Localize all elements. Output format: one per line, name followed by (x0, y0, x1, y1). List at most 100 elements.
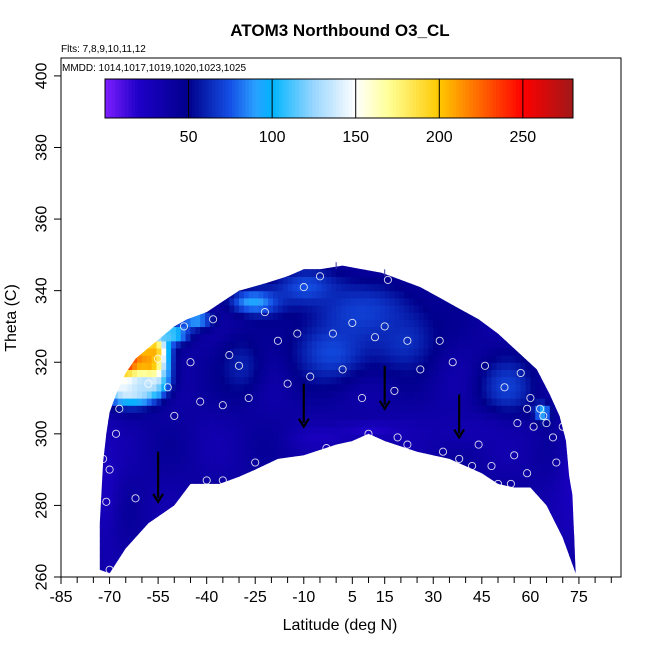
ozone-cell (414, 255, 419, 263)
ozone-cell (355, 304, 362, 313)
ozone-cell (389, 333, 396, 342)
ozone-cell (399, 398, 405, 406)
ozone-cell (428, 440, 434, 449)
ozone-cell (447, 283, 454, 292)
ozone-cell (438, 412, 444, 421)
ozone-cell (93, 434, 98, 442)
ozone-cell (491, 512, 497, 521)
ozone-cell (297, 483, 303, 492)
colorbar-step (489, 79, 494, 118)
ozone-cell (205, 333, 211, 342)
ozone-cell (229, 562, 235, 571)
colorbar-step (165, 79, 170, 118)
colorbar-step (402, 79, 407, 118)
ozone-cell (350, 426, 357, 435)
ozone-cell (273, 469, 279, 478)
ozone-cell (190, 383, 196, 392)
ozone-cell (151, 526, 158, 535)
ozone-cell (161, 312, 167, 320)
colorbar-step (151, 79, 156, 118)
ozone-cell (137, 448, 143, 456)
colorbar-step (539, 79, 544, 118)
ozone-cell (326, 347, 332, 356)
ozone-cell (506, 265, 512, 270)
ozone-cell (127, 340, 133, 349)
ozone-cell (559, 297, 565, 306)
ozone-cell (564, 333, 570, 342)
ozone-cell (549, 290, 556, 299)
ozone-cell (326, 491, 332, 499)
ozone-cell (472, 577, 477, 585)
ozone-cell (107, 390, 114, 399)
ozone-cell (287, 555, 294, 564)
ozone-cell (452, 469, 459, 478)
ozone-cell (234, 562, 240, 571)
ozone-cell (462, 512, 468, 521)
ozone-cell (282, 440, 289, 449)
ozone-cell (287, 304, 294, 313)
ozone-cell (282, 476, 289, 485)
ozone-cell (234, 255, 239, 263)
ozone-cell (569, 362, 575, 370)
ozone-cell (99, 448, 104, 456)
ozone-cell (457, 383, 463, 392)
ozone-cell (540, 577, 545, 585)
ozone-cell (209, 369, 216, 378)
ozone-cell (277, 283, 284, 292)
ozone-cell (515, 555, 522, 564)
ozone-cell (122, 269, 128, 277)
ozone-cell (442, 265, 449, 270)
ozone-cell (287, 347, 294, 356)
ozone-cell (408, 519, 415, 528)
ozone-cell (515, 526, 522, 535)
ozone-cell (549, 548, 556, 557)
ozone-cell (442, 362, 449, 370)
ozone-cell (423, 297, 429, 306)
ozone-cell (239, 369, 245, 378)
observation-points (99, 262, 574, 578)
ozone-cell (486, 498, 493, 507)
ozone-cell (316, 512, 323, 521)
ozone-cell (321, 548, 328, 557)
ozone-cell (525, 276, 531, 285)
ozone-cell (248, 265, 255, 270)
ozone-cell (350, 276, 357, 285)
ozone-cell (171, 498, 177, 507)
ozone-cell (492, 577, 497, 585)
ozone-cell (476, 519, 483, 528)
ozone-cell (253, 505, 260, 514)
ozone-cell (457, 483, 463, 492)
ozone-cell (214, 376, 221, 385)
ozone-cell (476, 569, 483, 574)
ozone-cell (384, 505, 391, 514)
ozone-cell (515, 398, 522, 406)
ozone-cell (515, 426, 522, 435)
ozone-cell (462, 426, 468, 435)
ozone-cell (307, 469, 313, 478)
ozone-cell (481, 440, 488, 449)
ozone-cell (156, 562, 162, 571)
ozone-cell (209, 541, 216, 549)
ozone-cell (166, 405, 172, 413)
ozone-cell (399, 390, 405, 399)
ozone-cell (559, 534, 565, 542)
ozone-cell (171, 355, 177, 363)
ozone-cell (156, 312, 162, 320)
ozone-cell (496, 534, 502, 542)
ozone-cell (185, 383, 192, 392)
ozone-cell (467, 355, 473, 363)
ozone-cell (224, 534, 230, 542)
ozone-cell (428, 255, 433, 263)
ozone-cell (345, 548, 352, 557)
ozone-cell (413, 369, 420, 378)
ozone-cell (501, 498, 507, 507)
colorbar-step (188, 79, 193, 118)
ozone-cell (457, 491, 463, 499)
ozone-cell (268, 312, 274, 320)
ozone-cell (239, 340, 245, 349)
ozone-cell (229, 426, 235, 435)
ozone-cell (229, 355, 235, 363)
colorbar-step (325, 79, 330, 118)
ozone-cell (379, 312, 386, 320)
ozone-cell (530, 433, 536, 442)
